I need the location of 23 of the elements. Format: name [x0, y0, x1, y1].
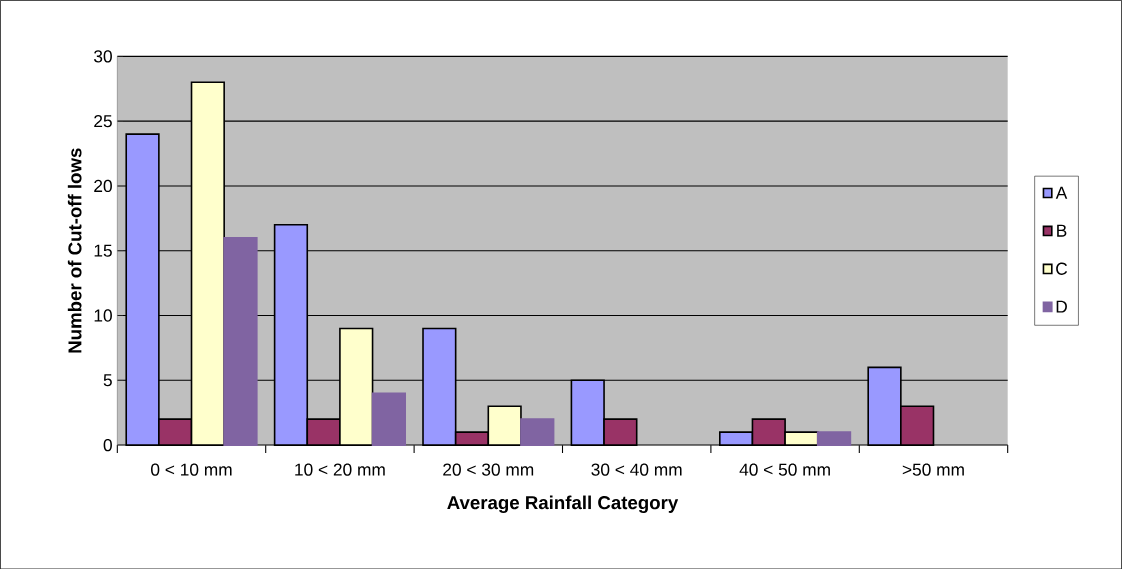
y-axis-title: Number of Cut-off lows: [67, 148, 82, 353]
x-tick-label: >50 mm: [902, 463, 964, 476]
y-tick-label: 20: [94, 179, 112, 192]
legend-label: B: [1057, 224, 1067, 237]
legend-label: D: [1056, 300, 1067, 313]
x-tick-label: 40 < 50 mm: [739, 463, 830, 476]
legend-label: A: [1055, 186, 1068, 199]
bar: [223, 236, 258, 446]
x-tick-label: 30 < 40 mm: [591, 463, 682, 476]
y-tick-label: 0: [103, 438, 112, 452]
y-tick-label: 5: [103, 374, 112, 387]
legend-label: C: [1056, 262, 1068, 275]
y-tick-label: 15: [94, 244, 112, 257]
y-tick-label: 30: [94, 50, 112, 63]
bar: [371, 392, 407, 446]
x-axis-title: Average Rainfall Category: [447, 495, 679, 513]
x-tick-label: 0 < 10 mm: [151, 463, 232, 476]
bar: [816, 431, 852, 446]
x-tick-label: 10 < 20 mm: [295, 463, 385, 476]
x-tick-label: 20 < 30 mm: [443, 463, 534, 476]
bar: [520, 418, 555, 446]
y-tick-label: 10: [94, 309, 112, 322]
y-tick-label: 25: [94, 114, 112, 128]
